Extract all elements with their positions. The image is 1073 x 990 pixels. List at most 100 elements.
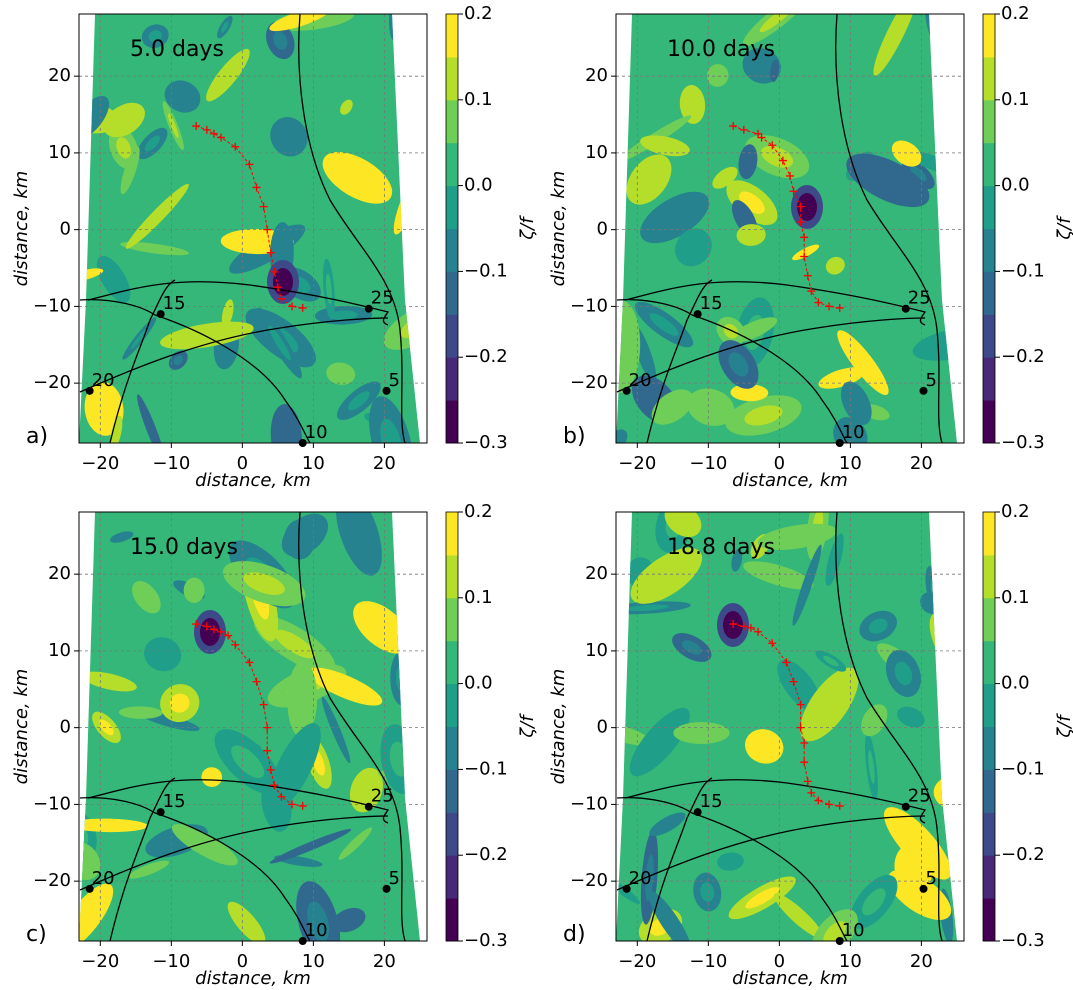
colorbar-band: [983, 554, 995, 599]
track-point: [298, 303, 307, 312]
field-blob: [353, 601, 411, 654]
field-blob: [731, 548, 743, 572]
field-blob: [144, 135, 160, 152]
station-label: 15: [163, 791, 186, 812]
field-blob: [687, 388, 735, 427]
colorbar-band: [446, 512, 458, 556]
track-point: [757, 133, 766, 142]
track-point: [259, 202, 268, 211]
field-blob: [326, 362, 356, 385]
track-point: [796, 723, 805, 732]
y-tick-label: 10: [48, 640, 71, 661]
colorbar-band: [446, 597, 458, 642]
station: [919, 884, 928, 893]
field-blob: [103, 102, 145, 138]
field-blob: [930, 14, 943, 35]
field-blob: [649, 812, 686, 837]
field-blob: [269, 828, 352, 864]
x-tick-label: 0: [237, 453, 248, 474]
field-blob: [757, 523, 837, 551]
colorbar-frame: [982, 511, 996, 942]
track-point: [796, 217, 805, 226]
track-point: [298, 801, 307, 810]
track-point: [835, 801, 844, 810]
track-point: [259, 700, 268, 709]
field-blob: [706, 64, 729, 87]
field-blob: [883, 807, 952, 880]
track-point: [270, 267, 279, 276]
colorbar-band: [446, 271, 458, 315]
track-point: [192, 620, 201, 629]
colorbar-band: [446, 14, 458, 58]
track-point: [825, 800, 834, 809]
track-point: [217, 627, 226, 636]
track-point: [231, 142, 240, 151]
track-point: [263, 723, 272, 732]
station-label: 25: [371, 786, 394, 807]
field-blob: [227, 901, 266, 941]
colorbar-band: [983, 142, 995, 187]
panel-title: 5.0 days: [130, 37, 224, 62]
colorbar-tick-label: −0.2: [464, 844, 508, 865]
field-blob: [910, 166, 927, 182]
field-blob: [206, 48, 250, 102]
track-point: [270, 781, 279, 790]
colorbar-band: [983, 56, 995, 101]
colorbar-band: [446, 898, 458, 942]
colorbar-tick-label: 0.2: [1001, 3, 1030, 24]
station-label: 10: [842, 422, 865, 443]
track-point: [202, 125, 211, 134]
y-tick-label: 10: [585, 142, 608, 163]
track-point: [803, 271, 812, 280]
field-blob: [944, 279, 957, 325]
field-blob: [825, 533, 844, 587]
coastline: [154, 812, 311, 942]
colorbar-tick-label: −0.3: [1001, 930, 1045, 951]
colorbar-tick-label: 0.0: [464, 175, 493, 196]
x-axis-label: distance, km: [732, 968, 848, 989]
field-blob: [651, 389, 694, 425]
station-label: 25: [371, 288, 394, 309]
y-axis-label: distance, km: [11, 669, 32, 785]
field-blob: [125, 183, 189, 249]
panel-label: d): [563, 922, 586, 947]
colorbar-frame: [982, 13, 996, 444]
track-point: [807, 788, 816, 797]
colorbar-frame: [445, 511, 459, 942]
track-point: [786, 171, 794, 180]
track-point: [796, 700, 805, 709]
field-blob: [777, 659, 821, 712]
colorbar-band: [983, 357, 995, 401]
field-blob: [868, 750, 875, 784]
field-blob: [630, 547, 703, 604]
track-point: [800, 233, 809, 242]
station-label: 5: [389, 370, 400, 391]
field-blob: [894, 661, 913, 686]
track-point: [263, 225, 272, 234]
colorbar-band: [983, 683, 995, 727]
field-blob: [664, 512, 702, 538]
colorbar-band: [446, 769, 458, 813]
colorbar-band: [983, 99, 995, 144]
y-tick-label: 10: [48, 142, 71, 163]
track-point: [266, 765, 275, 774]
coastline: [298, 13, 406, 444]
field-blob: [81, 671, 137, 692]
coastline: [691, 812, 848, 942]
coastline: [616, 317, 926, 393]
track-point: [729, 620, 738, 629]
track-point: [739, 622, 748, 631]
x-tick-label: 20: [910, 453, 933, 474]
colorbar-tick-label: 0.1: [464, 89, 493, 110]
field-blob: [268, 325, 291, 361]
field-blob: [873, 14, 918, 76]
field-blob: [773, 893, 824, 939]
colorbar-band: [983, 228, 995, 272]
station-label: 20: [92, 868, 115, 889]
station-label: 5: [926, 868, 937, 889]
y-tick-label: 0: [597, 717, 608, 738]
panel-title: 10.0 days: [667, 37, 775, 62]
coastline: [616, 299, 693, 316]
coastline: [79, 299, 156, 316]
